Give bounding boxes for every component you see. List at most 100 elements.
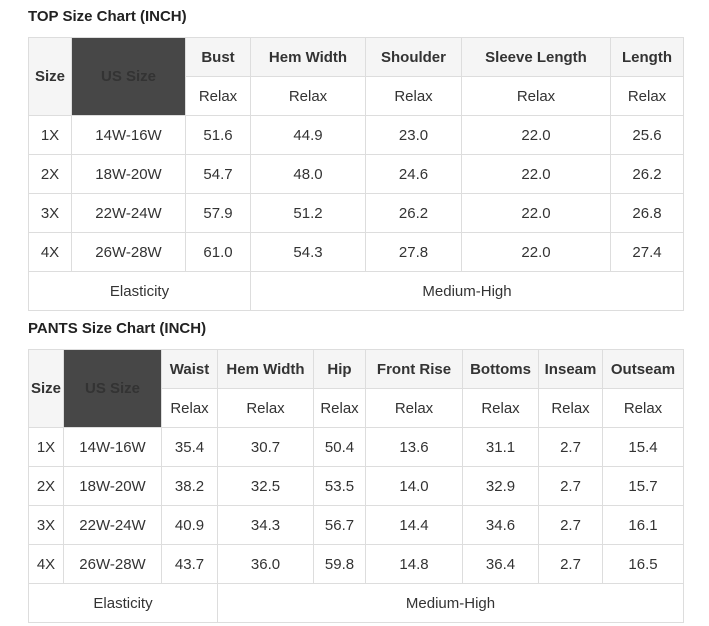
value-cell: 14.4 [365,505,463,545]
column-header-cell: Outseam [602,349,684,389]
size-cell: 2X [28,154,72,194]
fit-cell: Relax [602,388,684,428]
us-size-cell: 22W-24W [63,505,162,545]
value-cell: 15.4 [602,427,684,467]
header-row: Size US Size Bust Hem Width Shoulder Sleeve L… [28,37,684,116]
value-cell: 32.5 [217,466,314,506]
table-row: 4X 26W-28W 43.7 36.0 59.8 14.8 36.4 2.7 16.5 [28,544,684,584]
table-row: 3X 22W-24W 57.9 51.2 26.2 22.0 26.8 [28,193,684,233]
value-cell: 61.0 [185,232,251,272]
value-cell: 36.4 [462,544,539,584]
column-header-cell: Waist [161,349,218,389]
fit-row: Relax Relax Relax Relax Relax [29,76,684,116]
us-size-cell: 26W-28W [71,232,186,272]
size-header-cell: Size [28,37,72,116]
column-header-cell: Bust [185,37,251,77]
value-cell: 26.2 [365,193,462,233]
table-row: 1X 14W-16W 51.6 44.9 23.0 22.0 25.6 [28,115,684,155]
column-header-cell: Bottoms [462,349,539,389]
column-header-cell: Hip [313,349,366,389]
table-row: 3X 22W-24W 40.9 34.3 56.7 14.4 34.6 2.7 16.1 [28,505,684,545]
table-row: 2X 18W-20W 54.7 48.0 24.6 22.0 26.2 [28,154,684,194]
size-cell: 3X [28,193,72,233]
value-cell: 23.0 [365,115,462,155]
value-cell: 15.7 [602,466,684,506]
fit-cell: Relax [538,388,603,428]
value-cell: 51.6 [185,115,251,155]
value-cell: 53.5 [313,466,366,506]
value-cell: 30.7 [217,427,314,467]
column-header-cell: Front Rise [365,349,463,389]
value-cell: 43.7 [161,544,218,584]
value-cell: 2.7 [538,427,603,467]
us-size-header-cell: US Size [63,349,162,428]
value-cell: 32.9 [462,466,539,506]
value-cell: 31.1 [462,427,539,467]
column-header-cell: Length [610,37,684,77]
value-cell: 27.8 [365,232,462,272]
us-size-header-cell: US Size [71,37,186,116]
table-row: 4X 26W-28W 61.0 54.3 27.8 22.0 27.4 [28,232,684,272]
value-cell: 24.6 [365,154,462,194]
column-header-cell: Inseam [538,349,603,389]
value-cell: 34.6 [462,505,539,545]
value-cell: 14.0 [365,466,463,506]
us-size-cell: 26W-28W [63,544,162,584]
value-cell: 2.7 [538,466,603,506]
elasticity-row: Elasticity Medium-High [28,583,684,623]
elasticity-label-cell: Elasticity [28,271,251,311]
fit-cell: Relax [313,388,366,428]
value-cell: 34.3 [217,505,314,545]
size-cell: 1X [28,115,72,155]
value-cell: 54.7 [185,154,251,194]
column-header-cell: Hem Width [217,349,314,389]
top-size-table: Size US Size Bust Hem Width Shoulder Sleeve L… [28,37,684,311]
fit-cell: Relax [161,388,218,428]
pants-size-table: Size US Size Waist Hem Width Hip Front Rise Bo… [28,349,684,623]
value-cell: 14.8 [365,544,463,584]
value-cell: 40.9 [161,505,218,545]
fit-cell: Relax [610,76,684,116]
size-cell: 4X [28,544,64,584]
value-cell: 50.4 [313,427,366,467]
value-cell: 22.0 [461,193,611,233]
value-cell: 16.1 [602,505,684,545]
value-cell: 44.9 [250,115,366,155]
value-cell: 2.7 [538,544,603,584]
elasticity-label-cell: Elasticity [28,583,218,623]
fit-cell: Relax [365,388,463,428]
fit-cell: Relax [462,388,539,428]
value-cell: 56.7 [313,505,366,545]
fit-cell: Relax [365,76,462,116]
value-cell: 48.0 [250,154,366,194]
value-cell: 22.0 [461,232,611,272]
value-cell: 27.4 [610,232,684,272]
value-cell: 35.4 [161,427,218,467]
value-cell: 38.2 [161,466,218,506]
size-cell: 3X [28,505,64,545]
us-size-cell: 14W-16W [71,115,186,155]
column-header-cell: Hem Width [250,37,366,77]
value-cell: 22.0 [461,154,611,194]
elasticity-value-cell: Medium-High [217,583,684,623]
us-size-cell: 18W-20W [71,154,186,194]
elasticity-value-cell: Medium-High [250,271,684,311]
us-size-cell: 14W-16W [63,427,162,467]
pants-chart-title: PANTS Size Chart (INCH) [28,320,207,337]
fit-row: Relax Relax Relax Relax Relax Relax Relax [29,388,684,428]
value-cell: 16.5 [602,544,684,584]
value-cell: 36.0 [217,544,314,584]
size-cell: 2X [28,466,64,506]
header-row: Size US Size Waist Hem Width Hip Front Rise Bo… [28,349,684,428]
value-cell: 2.7 [538,505,603,545]
fit-cell: Relax [461,76,611,116]
value-cell: 25.6 [610,115,684,155]
value-cell: 51.2 [250,193,366,233]
value-cell: 54.3 [250,232,366,272]
us-size-cell: 18W-20W [63,466,162,506]
value-cell: 22.0 [461,115,611,155]
fit-cell: Relax [250,76,366,116]
value-cell: 13.6 [365,427,463,467]
table-row: 2X 18W-20W 38.2 32.5 53.5 14.0 32.9 2.7 15.7 [28,466,684,506]
